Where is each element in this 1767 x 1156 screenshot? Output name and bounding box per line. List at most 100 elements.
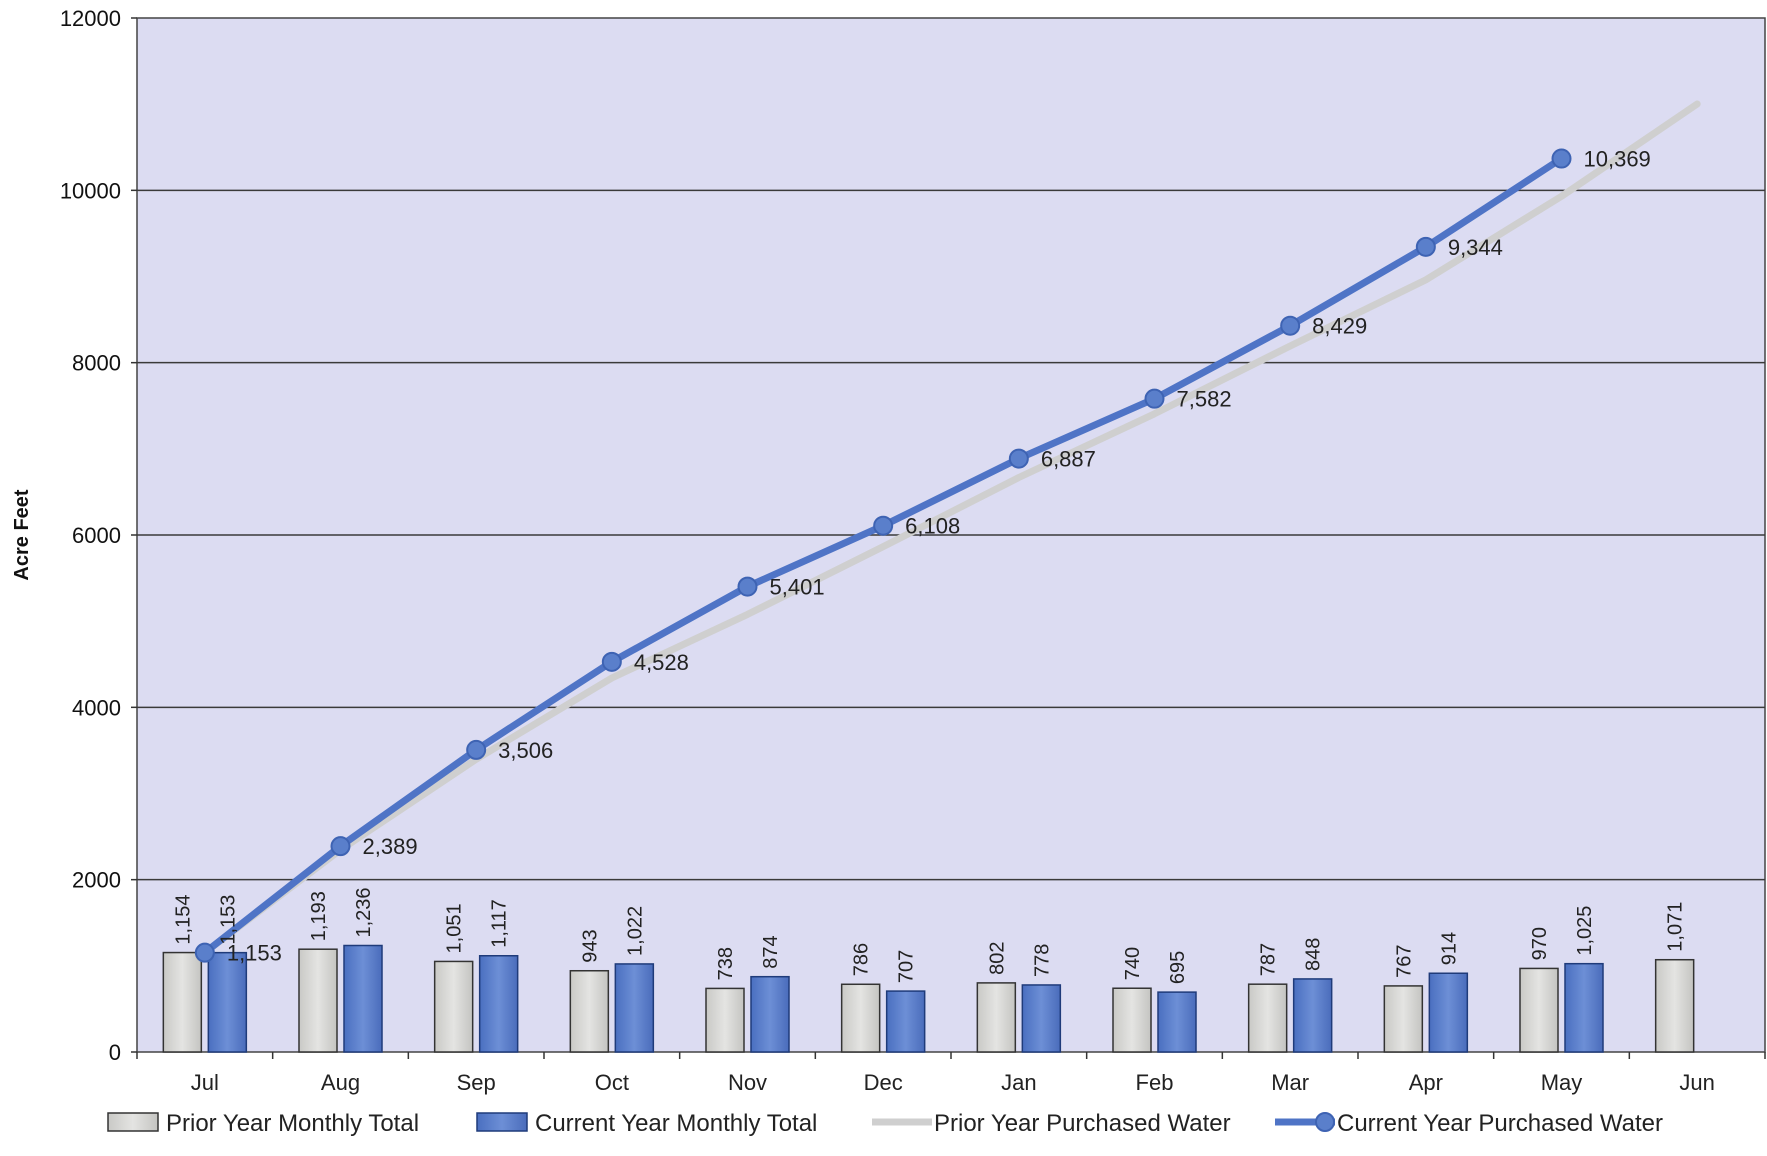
y-axis: 0 2000 4000 6000 8000 10000 12000 xyxy=(60,6,137,1065)
line-point xyxy=(601,651,622,672)
bar-value-label: 738 xyxy=(715,947,737,980)
y-tick-label: 6000 xyxy=(72,523,121,548)
bar-value-label: 1,236 xyxy=(353,887,375,937)
x-tick-label: Dec xyxy=(864,1070,903,1095)
line-point xyxy=(1144,388,1165,409)
bar-current xyxy=(478,955,519,1053)
bar-current xyxy=(1564,962,1604,1053)
bar-prior xyxy=(298,948,338,1053)
line-prior-year xyxy=(201,100,1701,957)
legend-swatch xyxy=(107,1112,159,1132)
line-value-label: 3,506 xyxy=(498,738,553,763)
bar-value-label: 1,025 xyxy=(1574,906,1596,956)
bar-value-label: 1,153 xyxy=(217,895,239,945)
bar-current xyxy=(1157,991,1197,1053)
x-tick-label: Apr xyxy=(1409,1070,1443,1095)
line-point xyxy=(1280,315,1301,336)
bar-prior xyxy=(1383,985,1424,1053)
line-point xyxy=(1415,236,1436,257)
legend-label: Current Year Purchased Water xyxy=(1337,1110,1663,1137)
line-value-label: 1,153 xyxy=(227,941,282,966)
bar-current xyxy=(614,963,655,1053)
y-tick-label: 0 xyxy=(109,1040,121,1065)
x-tick-label: Feb xyxy=(1136,1070,1174,1095)
legend-swatch xyxy=(476,1112,528,1132)
bar-value-label: 1,117 xyxy=(489,899,511,948)
bar-value-label: 1,154 xyxy=(172,895,194,945)
y-tick-label: 10000 xyxy=(60,178,121,203)
legend-item: Prior Year Monthly Total xyxy=(107,1110,419,1137)
x-tick-label: Jan xyxy=(1001,1070,1036,1095)
x-axis: Jul Aug Sep Oct Nov Dec Jan Feb Mar Apr May Jun xyxy=(136,1052,1766,1095)
bar-prior xyxy=(569,969,610,1053)
x-tick-label: Nov xyxy=(728,1070,767,1095)
bar-prior xyxy=(433,960,474,1053)
bar-prior xyxy=(1247,983,1288,1053)
bar-current xyxy=(1021,984,1062,1053)
line-point xyxy=(737,576,758,597)
bar-current xyxy=(1428,972,1469,1053)
bar-value-label: 943 xyxy=(579,929,601,962)
line-value-label: 9,344 xyxy=(1448,235,1503,260)
line-point xyxy=(1551,148,1572,169)
data-labels: 1,154 1,193 1,051 943 738 786 802 740 787 767 970 1… xyxy=(172,147,1686,985)
legend: Prior Year Monthly Total Current Year Mon… xyxy=(107,1110,1663,1137)
x-tick-label: Aug xyxy=(321,1070,360,1095)
legend-item: Current Year Purchased Water xyxy=(1275,1110,1663,1137)
line-point xyxy=(194,942,215,963)
bar-current xyxy=(750,975,790,1053)
bar-prior xyxy=(976,982,1017,1053)
line-value-label: 6,108 xyxy=(905,514,960,539)
y-tick-label: 4000 xyxy=(72,695,121,720)
line-point xyxy=(873,515,894,536)
grid-lines xyxy=(137,189,1765,881)
bar-value-label: 740 xyxy=(1122,947,1144,980)
bar-value-label: 786 xyxy=(851,943,873,976)
bar-current xyxy=(885,990,926,1053)
bar-prior xyxy=(162,951,203,1053)
bar-current xyxy=(207,951,248,1053)
bars xyxy=(162,944,1695,1053)
bar-prior xyxy=(1654,958,1695,1053)
line-point xyxy=(1008,448,1029,469)
line-point xyxy=(330,836,351,857)
y-tick-label: 8000 xyxy=(72,351,121,376)
x-tick-label: Oct xyxy=(595,1070,629,1095)
bar-value-label: 1,193 xyxy=(308,891,330,941)
line-value-label: 10,369 xyxy=(1584,147,1651,172)
bar-value-label: 802 xyxy=(986,942,1008,975)
bar-value-label: 1,022 xyxy=(624,906,646,956)
bar-current xyxy=(1292,978,1333,1053)
line-value-label: 4,528 xyxy=(634,650,689,675)
line-value-label: 7,582 xyxy=(1177,387,1232,412)
bar-prior xyxy=(705,987,745,1053)
line-point xyxy=(466,739,487,760)
legend-marker xyxy=(1315,1112,1335,1132)
bar-value-label: 1,051 xyxy=(444,903,466,953)
bar-value-label: 848 xyxy=(1303,938,1325,971)
bar-value-label: 707 xyxy=(896,950,918,983)
legend-label: Prior Year Monthly Total xyxy=(166,1110,419,1137)
bar-prior xyxy=(840,983,881,1053)
bar-prior xyxy=(1112,987,1152,1053)
x-tick-label: Jul xyxy=(191,1070,219,1095)
bar-value-label: 787 xyxy=(1258,943,1280,976)
legend-item: Prior Year Purchased Water xyxy=(872,1110,1231,1137)
bar-current xyxy=(343,944,383,1053)
y-axis-label: Acre Feet xyxy=(11,489,33,580)
bar-value-label: 767 xyxy=(1393,945,1415,978)
y-tick-label: 12000 xyxy=(60,6,121,31)
bar-prior xyxy=(1519,967,1559,1053)
x-tick-label: May xyxy=(1541,1070,1583,1095)
line-value-label: 5,401 xyxy=(770,575,825,600)
line-value-label: 2,389 xyxy=(363,834,418,859)
bar-value-label: 1,071 xyxy=(1665,902,1687,952)
legend-label: Prior Year Purchased Water xyxy=(934,1110,1231,1137)
bar-value-label: 778 xyxy=(1031,944,1053,977)
bar-value-label: 970 xyxy=(1529,927,1551,960)
x-tick-label: Mar xyxy=(1271,1070,1309,1095)
lines xyxy=(194,100,1701,963)
bar-value-label: 874 xyxy=(760,935,782,968)
y-tick-label: 2000 xyxy=(72,868,121,893)
